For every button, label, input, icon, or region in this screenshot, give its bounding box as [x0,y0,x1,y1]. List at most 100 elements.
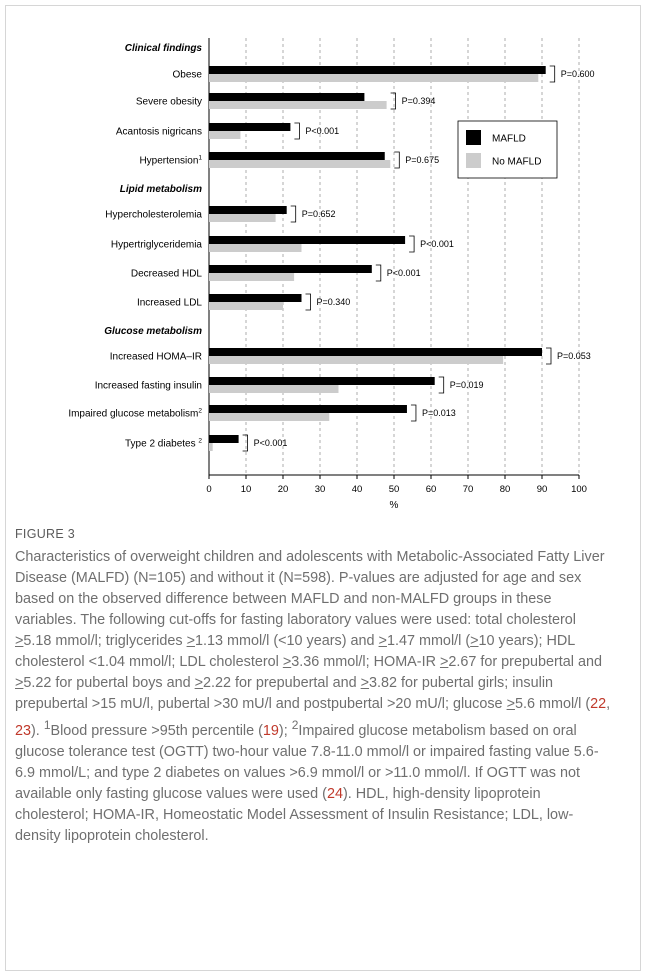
bar-no-mafld [209,101,387,109]
bar-chart: 0 10 20 30 40 50 60 70 80 90 100% Clinical findings… [68,38,595,511]
category-label: Severe obesity [136,97,202,108]
significance-bracket [294,122,300,140]
caption-underline: > [360,675,370,691]
significance-bracket [409,235,415,253]
caption-underline: > [470,633,479,649]
category-label: Hypertension1 [139,155,202,167]
caption-segment: 2.67 for prepubertal and [448,654,602,670]
bar-no-mafld [209,273,295,281]
p-value-label: P=0.600 [561,69,595,79]
category-label: Hypertriglyceridemia [111,240,203,251]
bar-mafld [209,206,287,214]
legend-box [457,120,558,179]
caption-segment: ). HDL, high-density lipoprotein cholest… [15,785,574,844]
caption-underline: > [439,654,449,670]
bar-mafld [209,236,406,244]
significance-bracket [438,376,445,394]
bar-no-mafld [209,443,213,451]
x-tick-label: 40 [352,484,363,495]
bar-mafld [209,405,407,413]
p-value-label: P<0.001 [305,126,339,136]
significance-bracket [305,293,311,311]
category-label: Decreased HDL [131,269,203,280]
reference-link[interactable]: 24 [326,785,343,802]
bar-no-mafld [209,160,391,168]
bar-no-mafld [209,244,302,252]
legend-label: No MAFLD [492,157,541,168]
p-value-label: P=0.675 [405,155,439,165]
x-axis-label: % [390,500,399,511]
category-label: Increased LDL [137,298,202,309]
p-value-label: P=0.053 [557,351,591,361]
x-tick-label: 80 [500,484,511,495]
bar-mafld [209,66,546,74]
significance-bracket [546,347,552,365]
significance-bracket [549,65,556,83]
caption-underline: > [282,654,292,670]
bar-mafld [209,123,291,131]
bar-mafld [209,93,365,101]
caption-underline: > [194,675,204,691]
caption-segment: 2.22 for prepubertal and [203,675,361,691]
x-tick-label: 30 [315,484,326,495]
x-tick-label: 60 [426,484,437,495]
caption-segment: Characteristics of overweight children a… [15,549,605,628]
reference-link[interactable]: 19 [262,722,279,739]
caption-segment: 1.13 mmol/l (<10 years) and [194,633,379,649]
p-value-label: P=0.013 [422,408,456,418]
p-value-label: P=0.394 [402,96,436,106]
x-tick-label: 10 [241,484,252,495]
bar-mafld [209,265,372,273]
caption-segment: 5.18 mmol/l; triglycerides [23,633,187,649]
reference-link[interactable]: 22 [590,696,607,712]
caption-segment: Impaired glucose metabolism based on ora… [15,722,599,802]
caption-segment: 3.82 for pubertal girls; insulin prepube… [15,675,554,712]
bar-mafld [209,435,239,443]
caption-underline: > [506,696,515,712]
category-label: Acantosis nigricans [116,127,202,138]
legend-swatch [466,130,481,145]
reference-link[interactable]: 23 [15,722,32,739]
category-label: Hypercholesterolemia [105,210,202,221]
x-tick-label: 50 [389,484,400,495]
p-value-label: P=0.340 [317,297,351,307]
p-value-label: P<0.001 [387,268,421,278]
x-tick-label: 100 [571,484,587,495]
figure-label: FIGURE 3 [15,527,76,541]
bar-no-mafld [209,131,241,139]
bar-mafld [209,348,542,356]
caption-segment: ). [31,722,44,739]
caption-underline: > [186,633,195,649]
legend-swatch [466,153,481,168]
legend-label: MAFLD [492,134,526,145]
group-title: Clinical findings [125,43,203,54]
bar-no-mafld [209,74,539,82]
p-value-label: P=0.019 [450,380,484,390]
bar-mafld [209,294,302,302]
category-label: Increased fasting insulin [95,381,202,392]
bar-no-mafld [209,413,330,421]
caption-underline: > [15,675,24,691]
bar-mafld [209,377,435,385]
significance-bracket [290,205,297,223]
bar-no-mafld [209,302,283,310]
caption-segment: 5.6 mmol/l ( [514,696,591,712]
p-value-label: P=0.652 [302,209,336,219]
bar-mafld [209,152,385,160]
x-tick-label: 20 [278,484,289,495]
caption-underline: > [378,633,387,649]
significance-bracket [390,92,396,110]
p-value-label: P<0.001 [254,438,288,448]
bar-no-mafld [209,385,339,393]
caption-segment: 10 years); HDL cholesterol <1.04 mmol/l;… [15,633,575,670]
x-tick-label: 0 [206,484,211,495]
caption-segment: 3.36 mmol/l; HOMA-IR [291,654,440,670]
category-label: Obese [173,70,203,81]
group-title: Lipid metabolism [120,184,202,195]
category-label: Impaired glucose metabolism2 [68,408,202,420]
significance-bracket [410,404,417,422]
significance-bracket [375,264,382,282]
caption-text: Characteristics of overweight children a… [15,547,615,847]
caption-underline: > [15,633,24,649]
caption-segment: , [606,696,611,712]
